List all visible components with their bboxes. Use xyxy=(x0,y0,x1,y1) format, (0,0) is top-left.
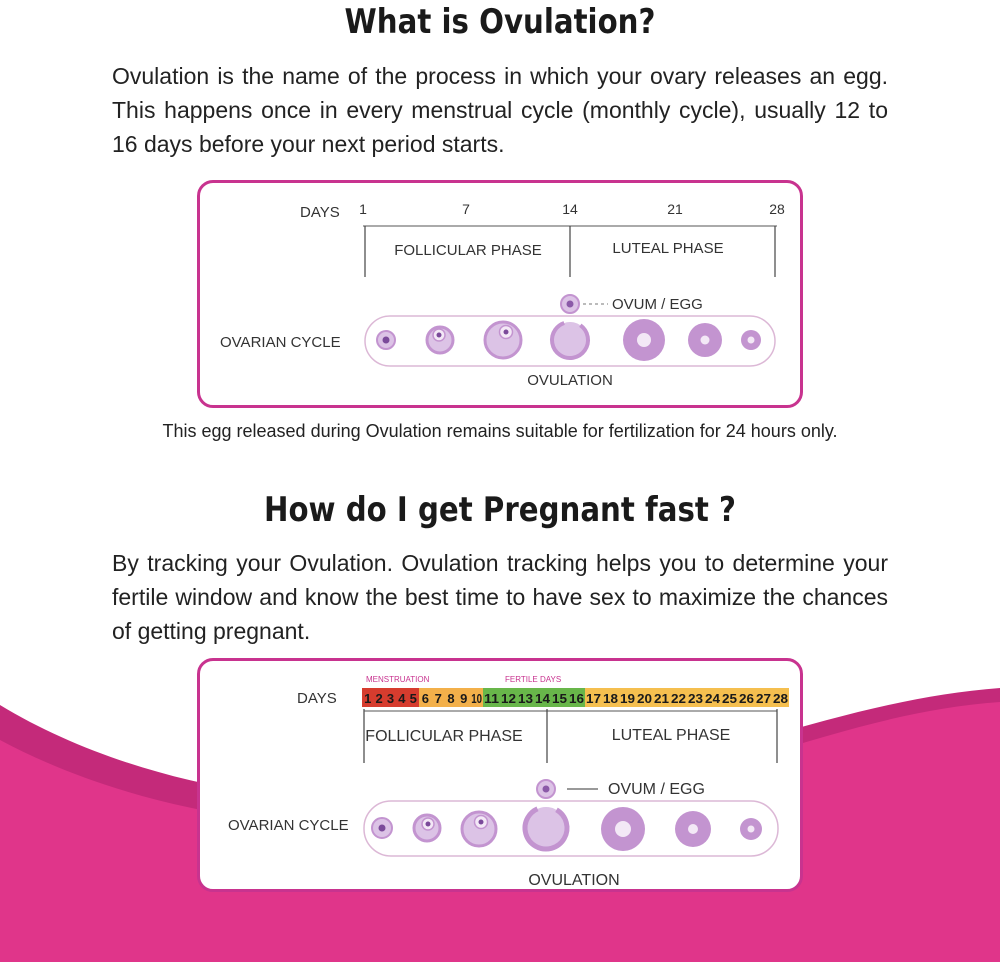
follicle-stage-1-nucleus xyxy=(378,824,386,832)
day-number: 1 xyxy=(364,691,371,706)
day-number: 28 xyxy=(773,692,788,706)
corpus-luteum-medium-center xyxy=(688,824,698,834)
day-number: 6 xyxy=(422,691,429,706)
day-tick-label: 1 xyxy=(359,201,367,217)
ruptured-follicle xyxy=(550,320,590,361)
fertilization-note: This egg released during Ovulation remai… xyxy=(162,421,838,441)
section2-paragraph: By tracking your Ovulation. Ovulation tr… xyxy=(112,550,888,644)
ovum-label: OVUM / EGG xyxy=(608,781,705,798)
day-number: 4 xyxy=(398,691,406,706)
day-number: 2 xyxy=(375,691,382,706)
post-fertile-band xyxy=(585,688,789,707)
day-number: 14 xyxy=(535,692,550,706)
day-number: 27 xyxy=(756,692,771,706)
days-label: DAYS xyxy=(300,204,340,221)
pre-fertile-band xyxy=(419,688,483,707)
day-number: 15 xyxy=(552,692,567,706)
day-number: 17 xyxy=(586,692,601,706)
day-tick-label: 14 xyxy=(562,201,578,217)
follicle-stages xyxy=(376,319,761,361)
luteal-phase-label: LUTEAL PHASE xyxy=(612,240,723,257)
day-number: 26 xyxy=(739,692,754,706)
ovulation-label: OVULATION xyxy=(527,372,613,389)
day-tick-label: 7 xyxy=(462,201,470,217)
corpus-luteum-large-center xyxy=(637,333,651,347)
day-number: 3 xyxy=(387,691,394,706)
day-number: 5 xyxy=(410,691,417,706)
fertile-days-label: FERTILE DAYS xyxy=(505,675,561,684)
follicle-stage-1-nucleus xyxy=(382,336,390,344)
section2-heading: How do I get Pregnant fast ? xyxy=(263,490,737,530)
section1-paragraph: Ovulation is the name of the process in … xyxy=(112,63,888,157)
corpus-luteum-small-center xyxy=(747,336,755,344)
day-number: 16 xyxy=(569,692,584,706)
day-number: 20 xyxy=(637,692,652,706)
section1-heading: What is Ovulation? xyxy=(344,2,656,42)
follicle-stage-2-nucleus xyxy=(425,821,431,827)
ovarian-cycle-label: OVARIAN CYCLE xyxy=(228,817,349,834)
day-strip: 1 2 3 4 5 6 7 8 9 10 11 12 13 14 15 16 17 18 19 20 21 22 23 24 2… xyxy=(362,688,789,707)
follicle-stages xyxy=(371,804,762,852)
day-number: 25 xyxy=(722,692,737,706)
days-label: DAYS xyxy=(297,690,337,707)
day-number: 21 xyxy=(654,692,669,706)
menstruation-label: MENSTRUATION xyxy=(366,675,430,684)
ovulation-diagram: DAYS 1 7 14 21 28 FOLLICULAR PHASE LUTEA… xyxy=(220,201,785,389)
follicle-stage-3-nucleus xyxy=(478,819,484,825)
corpus-luteum-medium-center xyxy=(700,335,710,345)
day-number: 11 xyxy=(484,692,499,706)
ovulation-diagram-card: DAYS 1 7 14 21 28 FOLLICULAR PHASE LUTEA… xyxy=(197,180,803,408)
day-number: 13 xyxy=(518,692,533,706)
day-number: 8 xyxy=(447,691,454,706)
day-number: 19 xyxy=(620,692,635,706)
ovum-nucleus xyxy=(542,785,550,793)
day-number: 12 xyxy=(501,692,516,706)
day-number: 9 xyxy=(460,691,467,706)
day-number: 10 xyxy=(471,692,482,706)
ruptured-follicle xyxy=(522,804,570,852)
follicle-stage-2-nucleus xyxy=(436,332,442,338)
luteal-phase-label: LUTEAL PHASE xyxy=(612,727,731,744)
follicle-stage-3-nucleus xyxy=(503,329,509,335)
day-tick-label: 21 xyxy=(667,201,683,217)
day-number: 7 xyxy=(435,691,442,706)
ovarian-cycle-label: OVARIAN CYCLE xyxy=(220,334,341,351)
fertile-band xyxy=(483,688,585,707)
day-number: 23 xyxy=(688,692,703,706)
day-number: 24 xyxy=(705,692,720,706)
corpus-luteum-large-center xyxy=(615,821,631,837)
follicular-phase-label: FOLLICULAR PHASE xyxy=(365,728,522,745)
ovulation-label: OVULATION xyxy=(528,872,619,889)
menstruation-band xyxy=(362,688,419,707)
day-number: 22 xyxy=(671,692,686,706)
day-tick-label: 28 xyxy=(769,201,785,217)
ovum-label: OVUM / EGG xyxy=(612,296,703,313)
corpus-luteum-small-center xyxy=(747,825,755,833)
ovarian-cycle-track xyxy=(364,315,776,367)
ovarian-cycle-track xyxy=(363,800,779,857)
ovum-nucleus xyxy=(566,300,574,308)
day-number: 18 xyxy=(603,692,618,706)
follicular-phase-label: FOLLICULAR PHASE xyxy=(394,242,542,259)
